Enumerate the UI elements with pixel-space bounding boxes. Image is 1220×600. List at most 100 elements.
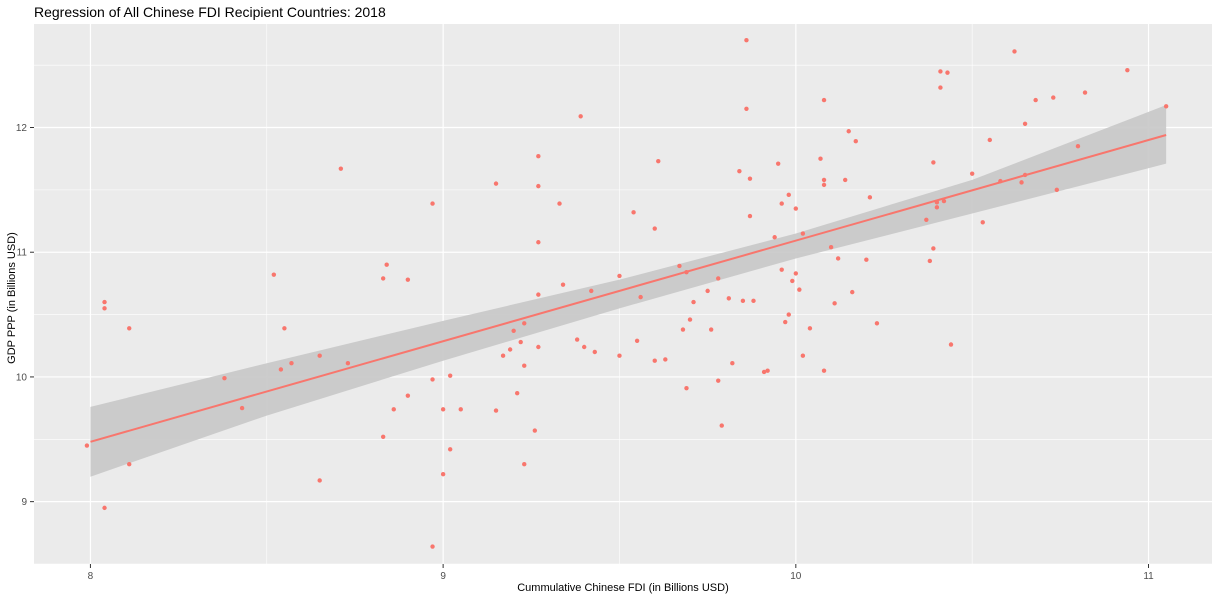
data-point <box>744 38 749 43</box>
data-point <box>84 443 90 448</box>
data-point <box>631 210 636 215</box>
data-point <box>934 200 940 205</box>
data-point <box>578 114 583 119</box>
data-point <box>790 278 795 284</box>
data-point <box>532 428 538 433</box>
data-point <box>832 301 837 306</box>
data-point <box>793 271 799 276</box>
data-point <box>726 296 732 301</box>
data-point <box>1082 90 1088 95</box>
data-point <box>677 263 682 269</box>
data-point <box>938 69 943 74</box>
x-axis-ticks: 8 9 10 11 <box>88 564 1154 582</box>
data-point <box>684 385 689 391</box>
y-tick-label: 12 <box>16 123 28 134</box>
data-point <box>874 321 880 326</box>
data-point <box>941 198 947 204</box>
data-point <box>821 368 827 373</box>
data-point <box>560 282 566 287</box>
y-tick-label: 9 <box>21 497 27 508</box>
data-point <box>708 327 714 332</box>
data-point <box>864 257 869 262</box>
data-point <box>835 256 841 261</box>
data-point <box>222 375 227 381</box>
data-point <box>867 195 873 200</box>
data-point <box>747 213 753 219</box>
data-point <box>617 273 622 279</box>
data-point <box>430 201 435 206</box>
confidence-band <box>90 105 1167 477</box>
data-point <box>737 168 742 174</box>
data-point <box>522 363 527 368</box>
data-point <box>931 246 936 251</box>
data-point <box>617 353 622 358</box>
data-point <box>338 166 344 171</box>
data-point <box>945 70 950 75</box>
data-point <box>927 258 933 264</box>
data-point <box>931 160 936 165</box>
data-point <box>779 267 784 272</box>
data-point <box>500 353 506 358</box>
data-point <box>652 226 657 231</box>
data-point <box>684 269 689 275</box>
data-point <box>719 423 724 428</box>
data-point <box>592 349 597 355</box>
data-point <box>663 357 668 362</box>
data-point <box>447 447 453 452</box>
data-point <box>948 342 954 347</box>
data-point <box>557 201 562 206</box>
data-point <box>687 317 693 322</box>
data-point <box>507 347 513 352</box>
data-point <box>656 158 661 164</box>
data-point <box>384 262 389 267</box>
x-tick-label: 9 <box>440 571 446 582</box>
data-point <box>807 326 813 331</box>
data-point <box>405 277 411 282</box>
data-point <box>980 220 985 225</box>
data-point <box>440 472 446 477</box>
data-point <box>716 276 721 281</box>
data-point <box>447 373 453 378</box>
data-point <box>786 312 791 317</box>
data-point <box>783 319 788 325</box>
data-point <box>1075 144 1081 149</box>
data-point <box>775 161 781 166</box>
data-point <box>1051 95 1056 100</box>
data-point <box>828 245 834 250</box>
data-point <box>282 326 287 331</box>
minor-gridlines <box>34 24 1212 565</box>
data-point <box>1019 180 1024 185</box>
data-point <box>969 171 975 176</box>
data-point <box>102 306 107 311</box>
data-point <box>747 176 753 181</box>
data-point <box>522 462 527 467</box>
data-point <box>289 361 294 366</box>
data-point <box>740 298 746 304</box>
data-point <box>518 339 523 345</box>
data-point <box>536 292 541 297</box>
data-point <box>511 328 516 333</box>
y-tick-label: 11 <box>17 248 28 259</box>
data-point <box>987 137 993 143</box>
data-point <box>638 294 643 300</box>
data-point <box>797 287 802 292</box>
data-point <box>102 505 107 511</box>
data-point <box>536 240 541 245</box>
data-point <box>102 299 107 305</box>
chart-title: Regression of All Chinese FDI Recipient … <box>34 4 386 20</box>
data-point <box>998 178 1003 184</box>
x-tick-label: 11 <box>1143 571 1154 582</box>
data-point <box>239 405 245 411</box>
data-point <box>634 338 640 343</box>
data-point <box>458 407 463 412</box>
data-point <box>730 361 735 366</box>
x-tick-label: 10 <box>790 571 802 582</box>
data-point <box>536 153 541 159</box>
data-point <box>430 544 435 549</box>
y-tick-label: 10 <box>16 372 28 383</box>
data-point <box>493 408 499 413</box>
x-tick-label: 8 <box>88 571 94 582</box>
data-point <box>652 358 657 363</box>
data-point <box>514 390 520 396</box>
